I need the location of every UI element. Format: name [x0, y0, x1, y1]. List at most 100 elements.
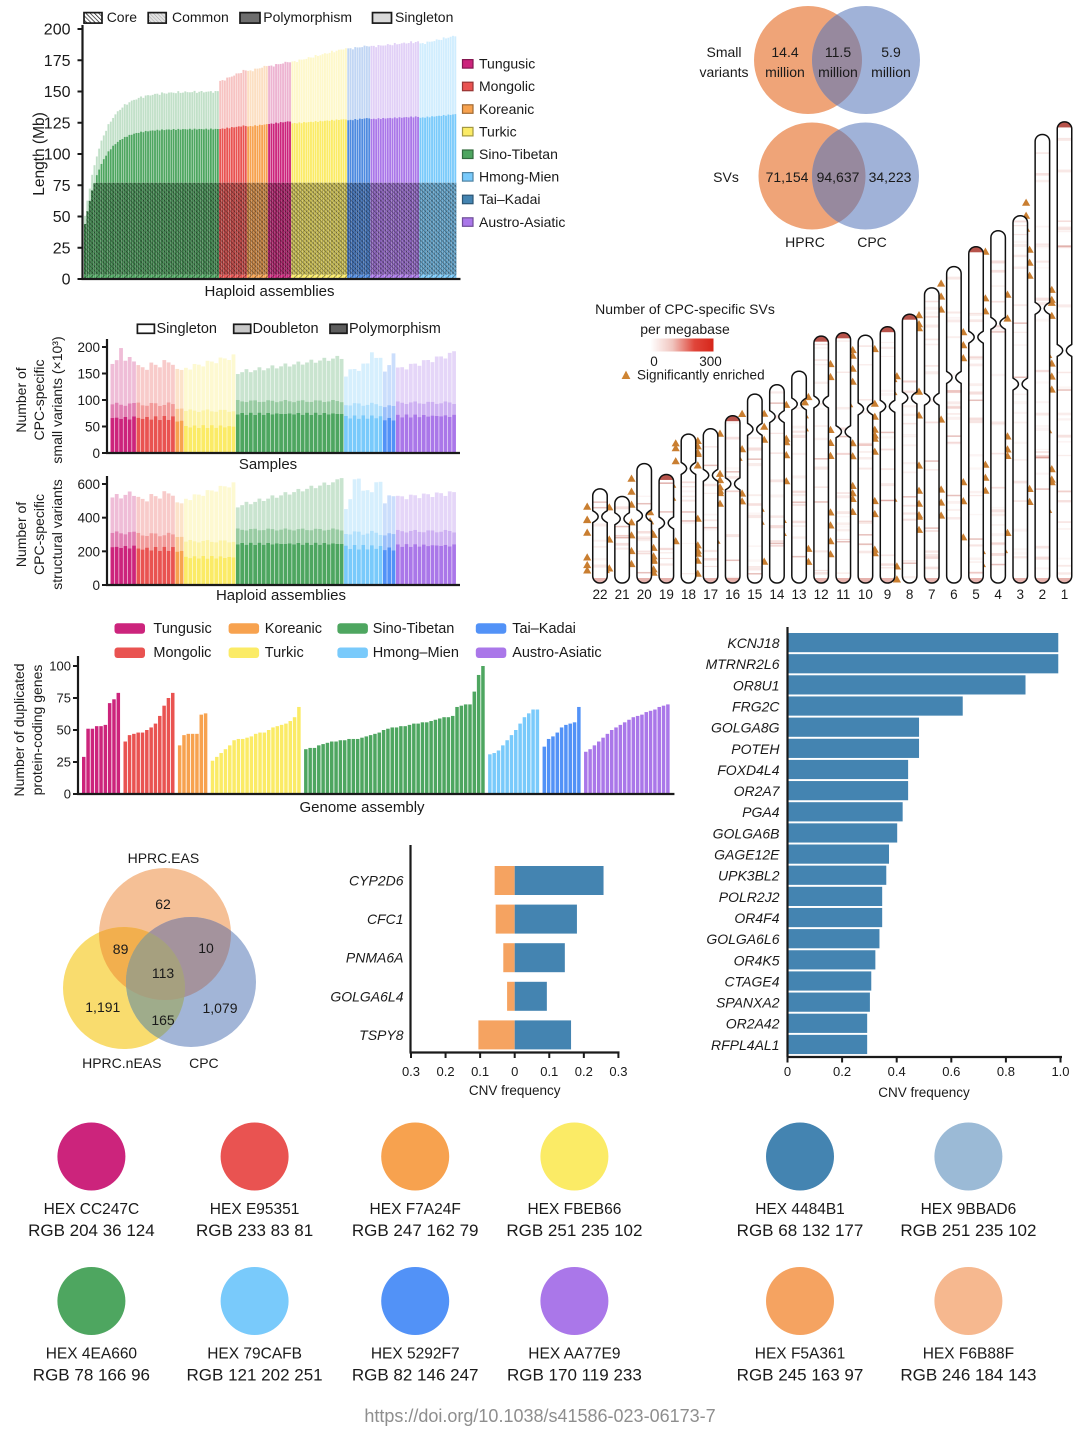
svg-text:GOLGA6B: GOLGA6B	[713, 825, 780, 841]
svg-text:HEX 4484B1: HEX 4484B1	[755, 1201, 845, 1218]
svg-text:OR2A42: OR2A42	[726, 1016, 780, 1032]
svg-text:Length (Mb): Length (Mb)	[31, 112, 48, 196]
svg-text:HEX E95351: HEX E95351	[210, 1201, 300, 1218]
svg-text:CNV frequency: CNV frequency	[878, 1085, 970, 1100]
svg-text:Sino-Tibetan: Sino-Tibetan	[479, 146, 558, 162]
svg-text:15: 15	[747, 587, 762, 602]
svg-text:Singleton: Singleton	[395, 9, 453, 25]
svg-text:125: 125	[44, 115, 71, 132]
svg-text:Austro-Asiatic: Austro-Asiatic	[479, 214, 565, 230]
svg-text:Common: Common	[172, 9, 229, 25]
svg-text:10: 10	[198, 940, 214, 956]
svg-text:14: 14	[769, 587, 785, 602]
svg-text:Polymorphism: Polymorphism	[263, 9, 352, 25]
svg-text:Number of duplicated: Number of duplicated	[11, 663, 27, 796]
svg-text:0.2: 0.2	[437, 1064, 455, 1079]
svg-text:1,079: 1,079	[202, 1000, 237, 1016]
svg-text:FOXD4L4: FOXD4L4	[717, 762, 779, 778]
svg-text:RGB 247 162 79: RGB 247 162 79	[352, 1221, 479, 1240]
svg-text:CTAGE4: CTAGE4	[725, 973, 780, 989]
svg-text:12: 12	[814, 587, 829, 602]
svg-text:0: 0	[511, 1064, 518, 1079]
svg-text:million: million	[818, 64, 858, 80]
svg-text:20: 20	[637, 587, 652, 602]
svg-text:Haploid assemblies: Haploid assemblies	[204, 283, 334, 300]
svg-text:HEX CC247C: HEX CC247C	[44, 1201, 140, 1218]
svg-text:100: 100	[44, 147, 71, 164]
svg-text:0.6: 0.6	[942, 1064, 960, 1079]
svg-text:GOLGA8G: GOLGA8G	[711, 720, 780, 736]
svg-text:0: 0	[62, 272, 71, 289]
svg-text:CNV frequency: CNV frequency	[469, 1083, 561, 1098]
svg-text:18: 18	[681, 587, 696, 602]
svg-text:PGA4: PGA4	[742, 804, 780, 820]
svg-text:CPC-specific: CPC-specific	[31, 360, 47, 441]
svg-text:RGB 245 163 97: RGB 245 163 97	[737, 1366, 864, 1385]
svg-text:Small: Small	[706, 44, 741, 60]
svg-text:Turkic: Turkic	[265, 645, 304, 661]
svg-text:HEX F5A361: HEX F5A361	[755, 1346, 845, 1363]
svg-text:50: 50	[57, 723, 71, 738]
svg-text:200: 200	[77, 544, 100, 559]
svg-text:600: 600	[77, 477, 100, 492]
svg-text:PNMA6A: PNMA6A	[346, 950, 404, 966]
svg-text:Turkic: Turkic	[479, 123, 517, 139]
svg-text:62: 62	[155, 896, 171, 912]
svg-text:HEX F6B88F: HEX F6B88F	[923, 1346, 1014, 1363]
svg-text:Polymorphism: Polymorphism	[349, 321, 441, 337]
svg-text:million: million	[871, 64, 911, 80]
svg-text:CFC1: CFC1	[367, 911, 404, 927]
svg-text:RGB 246 184 143: RGB 246 184 143	[900, 1366, 1036, 1385]
svg-text:0.2: 0.2	[833, 1064, 851, 1079]
svg-text:POLR2J2: POLR2J2	[719, 889, 780, 905]
svg-text:Samples: Samples	[239, 456, 297, 473]
svg-text:RFPL4AL1: RFPL4AL1	[711, 1037, 779, 1053]
svg-text:per megabase: per megabase	[640, 321, 730, 337]
svg-text:Hmong-Mien: Hmong-Mien	[479, 169, 559, 185]
svg-text:Austro-Asiatic: Austro-Asiatic	[512, 645, 601, 661]
svg-text:Koreanic: Koreanic	[479, 101, 534, 117]
svg-text:16: 16	[725, 587, 740, 602]
svg-text:1.0: 1.0	[1051, 1064, 1069, 1079]
svg-text:11.5: 11.5	[825, 44, 851, 60]
svg-text:Tai–Kadai: Tai–Kadai	[479, 191, 541, 207]
svg-text:HPRC.nEAS: HPRC.nEAS	[82, 1055, 161, 1071]
svg-text:200: 200	[44, 22, 71, 39]
svg-text:0.1: 0.1	[540, 1064, 558, 1079]
svg-text:Tungusic: Tungusic	[479, 56, 535, 72]
svg-text:0.1: 0.1	[471, 1064, 489, 1079]
svg-text:25: 25	[57, 755, 71, 770]
svg-text:million: million	[765, 64, 805, 80]
svg-text:OR8U1: OR8U1	[733, 677, 780, 693]
svg-text:RGB 251 235 102: RGB 251 235 102	[900, 1221, 1036, 1240]
svg-text:HEX 79CAFB: HEX 79CAFB	[207, 1346, 302, 1363]
svg-text:175: 175	[44, 53, 71, 70]
svg-text:300: 300	[699, 354, 722, 369]
svg-text:1,191: 1,191	[85, 999, 120, 1015]
svg-text:variants: variants	[699, 64, 748, 80]
svg-text:POTEH: POTEH	[731, 741, 780, 757]
svg-text:RGB 68 132 177: RGB 68 132 177	[737, 1221, 864, 1240]
svg-text:HEX 5292F7: HEX 5292F7	[371, 1346, 460, 1363]
svg-text:GAGE12E: GAGE12E	[714, 847, 780, 863]
svg-text:2: 2	[1039, 587, 1047, 602]
svg-text:Mongolic: Mongolic	[153, 645, 211, 661]
svg-text:71,154: 71,154	[766, 169, 809, 185]
svg-text:RGB 121 202 251: RGB 121 202 251	[187, 1366, 323, 1385]
svg-text:HEX 4EA660: HEX 4EA660	[46, 1346, 138, 1363]
svg-text:Core: Core	[107, 9, 138, 25]
svg-text:GOLGA6L6: GOLGA6L6	[706, 931, 779, 947]
svg-text:150: 150	[77, 367, 100, 382]
svg-text:75: 75	[57, 691, 71, 706]
svg-text:165: 165	[151, 1012, 175, 1028]
svg-text:89: 89	[113, 941, 129, 957]
svg-text:75: 75	[53, 178, 71, 195]
svg-text:400: 400	[77, 511, 100, 526]
svg-text:8: 8	[906, 587, 914, 602]
svg-text:small variants (×10³): small variants (×10³)	[49, 336, 65, 463]
svg-text:RGB 170 119 233: RGB 170 119 233	[507, 1366, 642, 1385]
svg-text:TSPY8: TSPY8	[359, 1027, 404, 1043]
svg-text:HEX 9BBAD6: HEX 9BBAD6	[921, 1201, 1017, 1218]
svg-text:7: 7	[928, 587, 936, 602]
svg-text:Haploid assemblies: Haploid assemblies	[216, 587, 346, 604]
